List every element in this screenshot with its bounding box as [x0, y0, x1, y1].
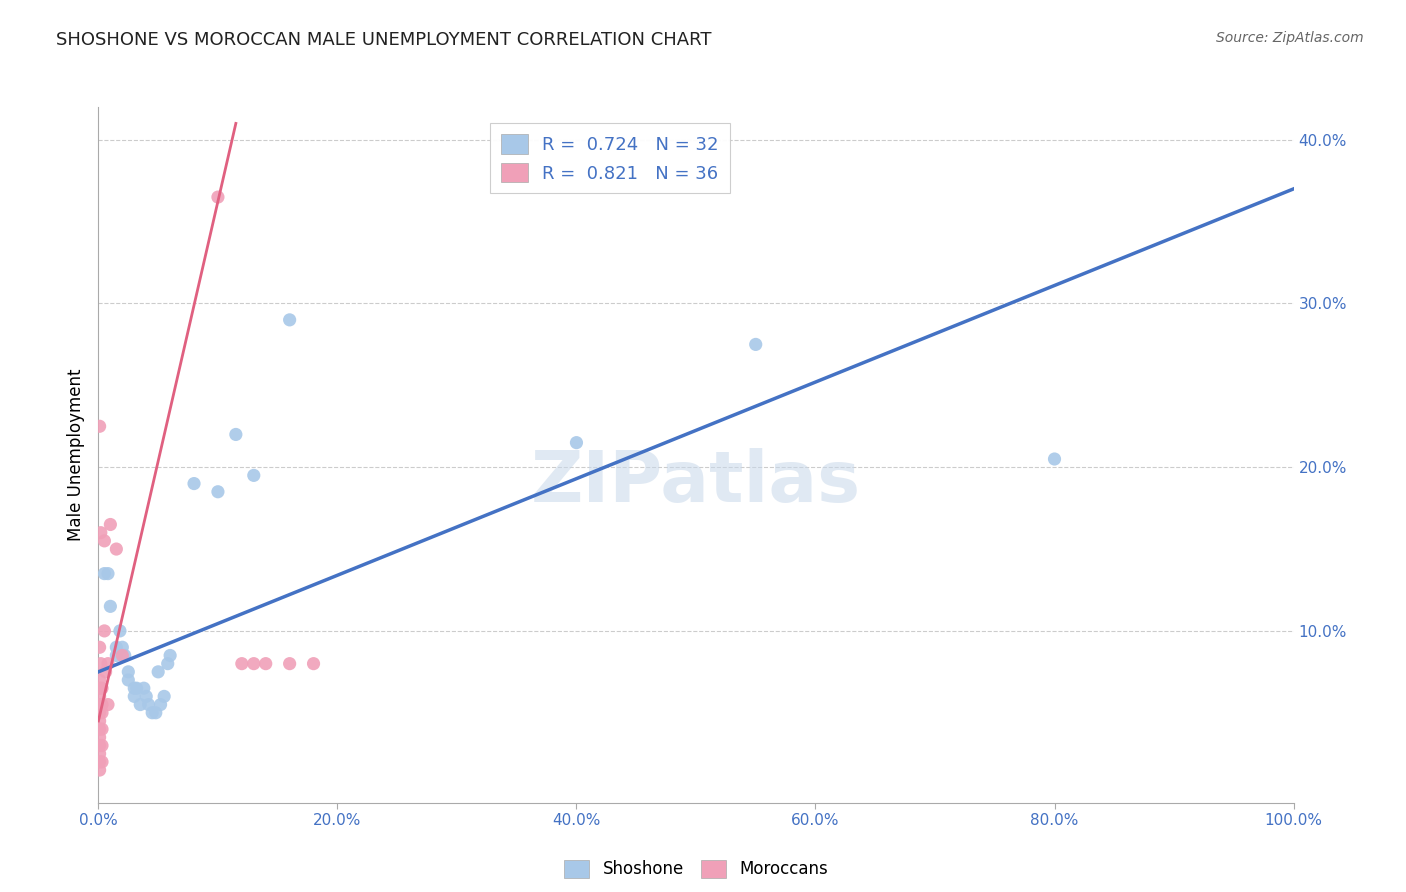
Point	[89, 673, 111, 687]
Point	[278, 313, 301, 327]
Point	[141, 706, 163, 720]
Point	[254, 657, 277, 671]
Point	[89, 690, 111, 704]
Point	[565, 435, 588, 450]
Point	[111, 640, 134, 655]
Point	[207, 190, 229, 204]
Point	[138, 698, 160, 712]
Point	[93, 566, 115, 581]
Point	[89, 714, 111, 728]
Point	[98, 517, 122, 532]
Point	[91, 755, 114, 769]
Point	[105, 640, 128, 655]
Point	[93, 624, 115, 638]
Point	[89, 739, 111, 753]
Point	[153, 690, 176, 704]
Point	[89, 681, 111, 696]
Point	[111, 648, 134, 663]
Point	[243, 468, 266, 483]
Point	[89, 747, 111, 761]
Point	[89, 419, 111, 434]
Point	[145, 706, 167, 720]
Point	[93, 533, 115, 548]
Point	[135, 690, 157, 704]
Point	[225, 427, 247, 442]
Point	[90, 525, 112, 540]
Point	[231, 657, 253, 671]
Point	[132, 681, 155, 696]
Point	[124, 681, 146, 696]
Point	[148, 665, 170, 679]
Point	[89, 640, 111, 655]
Point	[89, 706, 111, 720]
Point	[91, 739, 114, 753]
Point	[89, 755, 111, 769]
Point	[117, 665, 139, 679]
Point	[91, 722, 114, 736]
Point	[89, 722, 111, 736]
Point	[1043, 452, 1066, 467]
Point	[91, 706, 114, 720]
Point	[124, 690, 146, 704]
Point	[278, 657, 301, 671]
Point	[745, 337, 768, 351]
Y-axis label: Male Unemployment: Male Unemployment	[66, 368, 84, 541]
Text: ZIPatlas: ZIPatlas	[531, 449, 860, 517]
Point	[97, 566, 120, 581]
Point	[97, 698, 120, 712]
Point	[125, 681, 148, 696]
Point	[108, 624, 131, 638]
Point	[91, 681, 114, 696]
Point	[90, 657, 112, 671]
Point	[94, 665, 117, 679]
Legend: Shoshone, Moroccans: Shoshone, Moroccans	[558, 853, 834, 885]
Point	[89, 698, 111, 712]
Point	[105, 542, 128, 557]
Point	[156, 657, 179, 671]
Point	[114, 648, 136, 663]
Point	[97, 657, 120, 671]
Point	[89, 763, 111, 777]
Point	[129, 698, 152, 712]
Point	[149, 698, 172, 712]
Text: SHOSHONE VS MOROCCAN MALE UNEMPLOYMENT CORRELATION CHART: SHOSHONE VS MOROCCAN MALE UNEMPLOYMENT C…	[56, 31, 711, 49]
Point	[159, 648, 181, 663]
Point	[117, 673, 139, 687]
Point	[243, 657, 266, 671]
Point	[183, 476, 205, 491]
Point	[98, 599, 122, 614]
Point	[105, 648, 128, 663]
Point	[91, 698, 114, 712]
Point	[89, 731, 111, 745]
Text: Source: ZipAtlas.com: Source: ZipAtlas.com	[1216, 31, 1364, 45]
Point	[207, 484, 229, 499]
Point	[302, 657, 325, 671]
